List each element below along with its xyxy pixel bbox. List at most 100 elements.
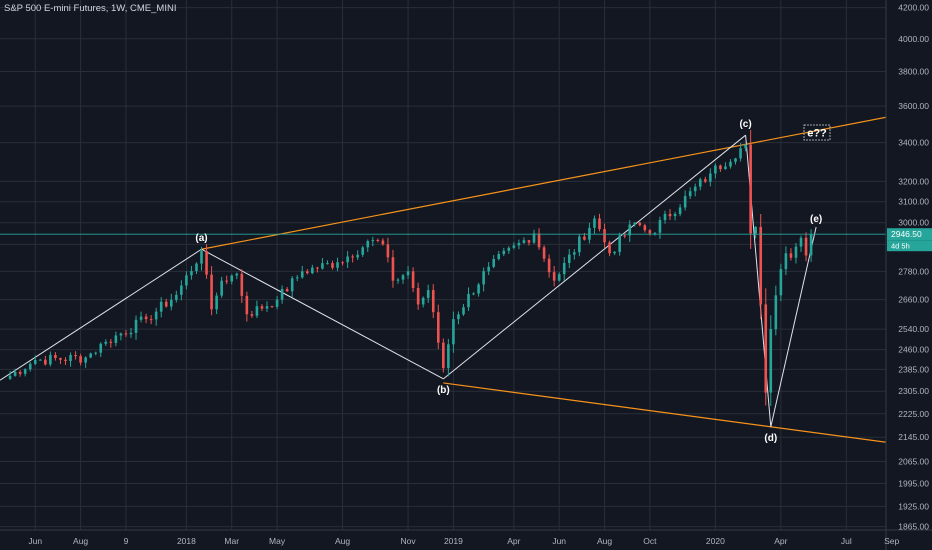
candle-body (552, 272, 556, 281)
candle (608, 240, 611, 257)
candle (416, 282, 420, 310)
candle (562, 257, 566, 281)
candle (411, 267, 415, 293)
candle-body (678, 207, 682, 214)
trendline-lower (443, 382, 928, 449)
candle (295, 274, 299, 282)
candle-body (673, 213, 677, 217)
candle-body (613, 251, 616, 254)
candle-body (351, 256, 354, 258)
time-axis[interactable]: Jun Aug 9 2018 Mar May Aug Nov 2019 Apr Jun Aug Oct 2… (0, 529, 932, 546)
candle-body (779, 269, 783, 296)
price-tick-label: 2660.00 (898, 295, 929, 305)
candle-body (265, 306, 269, 309)
candle-body (628, 224, 632, 236)
candle-body (487, 266, 490, 272)
candle (285, 287, 289, 292)
candle (547, 254, 551, 278)
candle-body (366, 241, 370, 248)
candle-body (442, 342, 445, 369)
price-tick-label: 4000.00 (898, 34, 929, 44)
candle-body (220, 280, 223, 296)
price-tick-label: 3400.00 (898, 138, 929, 148)
candle-body (164, 301, 168, 307)
time-tick-label: Jun (552, 536, 566, 546)
time-tick-label: Mar (224, 536, 239, 546)
candle-body (567, 254, 571, 263)
candle (94, 351, 98, 356)
candle (164, 298, 168, 308)
candle-body (557, 274, 561, 281)
candle-body (457, 314, 460, 320)
candle-body (431, 290, 435, 313)
candle-body (643, 225, 647, 231)
trendline-upper (201, 112, 907, 250)
candle (225, 275, 229, 285)
candle-body (633, 222, 637, 225)
candle-body (809, 234, 813, 256)
candle (613, 251, 616, 256)
candle (28, 361, 32, 372)
candle-body (764, 304, 768, 393)
candle (39, 358, 42, 361)
candle-body (159, 301, 163, 312)
price-axis[interactable]: 4200.00 4000.00 3800.00 3600.00 3400.00 3200.… (885, 0, 932, 550)
candle-body (578, 236, 581, 253)
candle (709, 168, 712, 187)
candle (734, 157, 737, 165)
time-tick-label: May (269, 536, 286, 546)
candle (154, 307, 158, 326)
candle-body (497, 254, 501, 259)
candle-body (44, 359, 47, 365)
candle (205, 244, 208, 279)
candle (321, 258, 324, 270)
annotation-text: e?? (807, 128, 827, 140)
candle-body (426, 290, 430, 298)
candle (371, 236, 375, 247)
candle (114, 331, 118, 347)
candle-body (436, 312, 440, 343)
candle-body (331, 263, 334, 268)
price-tick-label: 1995.00 (898, 479, 929, 489)
candle (573, 248, 576, 260)
candle (532, 229, 536, 245)
candle-body (190, 271, 193, 276)
time-tick-label: Aug (73, 536, 88, 546)
candle-body (507, 247, 511, 251)
candle-body (119, 333, 123, 336)
candle-body (280, 289, 284, 300)
candle (381, 238, 385, 246)
candle-body (562, 262, 566, 275)
candle-body (326, 263, 329, 265)
candle-body (84, 357, 87, 363)
candle (442, 338, 445, 373)
time-tick-label: Jul (841, 536, 852, 546)
chart-grid (0, 0, 893, 530)
candle (326, 260, 329, 265)
candle-body (18, 371, 22, 374)
candle (487, 262, 490, 276)
candle-body (512, 245, 516, 248)
price-tick-label: 1925.00 (898, 501, 929, 511)
candle (18, 370, 22, 377)
candle (527, 239, 531, 246)
candle-body (255, 306, 259, 316)
time-tick-label: Sep (884, 536, 899, 546)
candle-body (406, 271, 410, 276)
candle (497, 250, 501, 261)
candle (648, 229, 652, 236)
candle-body (28, 363, 32, 370)
candle-body (688, 191, 692, 197)
candle (406, 265, 410, 279)
wave-leg (443, 134, 746, 380)
candle-body (744, 144, 747, 149)
candle-body (391, 257, 395, 281)
candle (270, 305, 274, 308)
candle-body (149, 319, 153, 321)
candle-body (608, 242, 611, 254)
candle-body (381, 240, 385, 245)
candle-body (703, 179, 707, 182)
price-tick-label: 2305.00 (898, 386, 929, 396)
candle (89, 352, 92, 359)
